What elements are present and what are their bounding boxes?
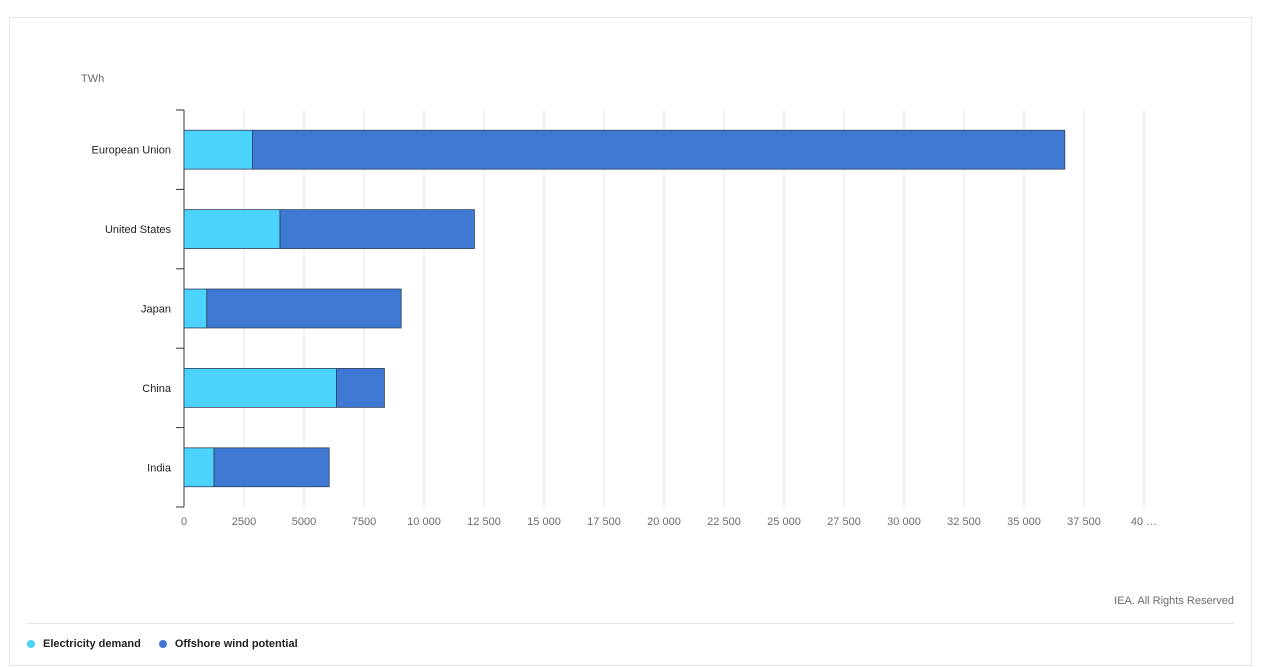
credit-text: IEA. All Rights Reserved [1114,595,1234,607]
x-tick-label: 20 000 [647,516,681,528]
chart-frame [9,17,1252,666]
category-label: China [142,383,172,395]
x-tick-label: 0 [181,516,187,528]
legend-label-offshore-wind-potential: Offshore wind potential [174,638,298,650]
category-label: United States [105,224,172,236]
bar-segment [183,368,337,408]
x-tick-label: 15 000 [527,516,561,528]
x-tick-label: 30 000 [887,516,921,528]
bar-segment [183,447,215,488]
bar-segment [335,368,385,408]
legend: Electricity demand Offshore wind potenti… [27,638,316,650]
x-tick-label: 27 500 [827,516,861,528]
x-tick-label: 32 500 [947,516,981,528]
x-tick-label: 2500 [232,516,256,528]
x-tick-label: 17 500 [587,516,621,528]
category-label: European Union [91,145,171,157]
x-tick-label: 7500 [352,516,376,528]
unit-label: TWh [81,73,105,85]
x-tick-label: 25 000 [767,516,801,528]
bar-segment [213,447,330,488]
x-tick-label: 37 500 [1067,516,1101,528]
legend-label-electricity-demand: Electricity demand [43,638,141,650]
legend-item-offshore-wind-potential[interactable]: Offshore wind potential [158,638,298,650]
x-tick-label: 12 500 [467,516,501,528]
bar-segment [251,129,1066,170]
bar-segment [279,209,475,249]
x-tick-label: 40 … [1131,516,1157,528]
category-label: Japan [141,304,171,316]
bar-segment [206,288,402,329]
x-tick-label: 5000 [292,516,316,528]
x-tick-label: 10 000 [407,516,441,528]
legend-swatch-offshore-wind-potential [158,640,167,648]
x-tick-label: 35 000 [1007,516,1041,528]
bar-segment [183,288,208,329]
bar-segment [183,129,253,170]
x-tick-label: 22 500 [707,516,741,528]
legend-item-electricity-demand[interactable]: Electricity demand [27,638,141,650]
category-label: India [147,462,172,474]
legend-divider [27,623,1234,624]
bar-segment [183,209,281,249]
legend-swatch-electricity-demand [27,640,35,648]
